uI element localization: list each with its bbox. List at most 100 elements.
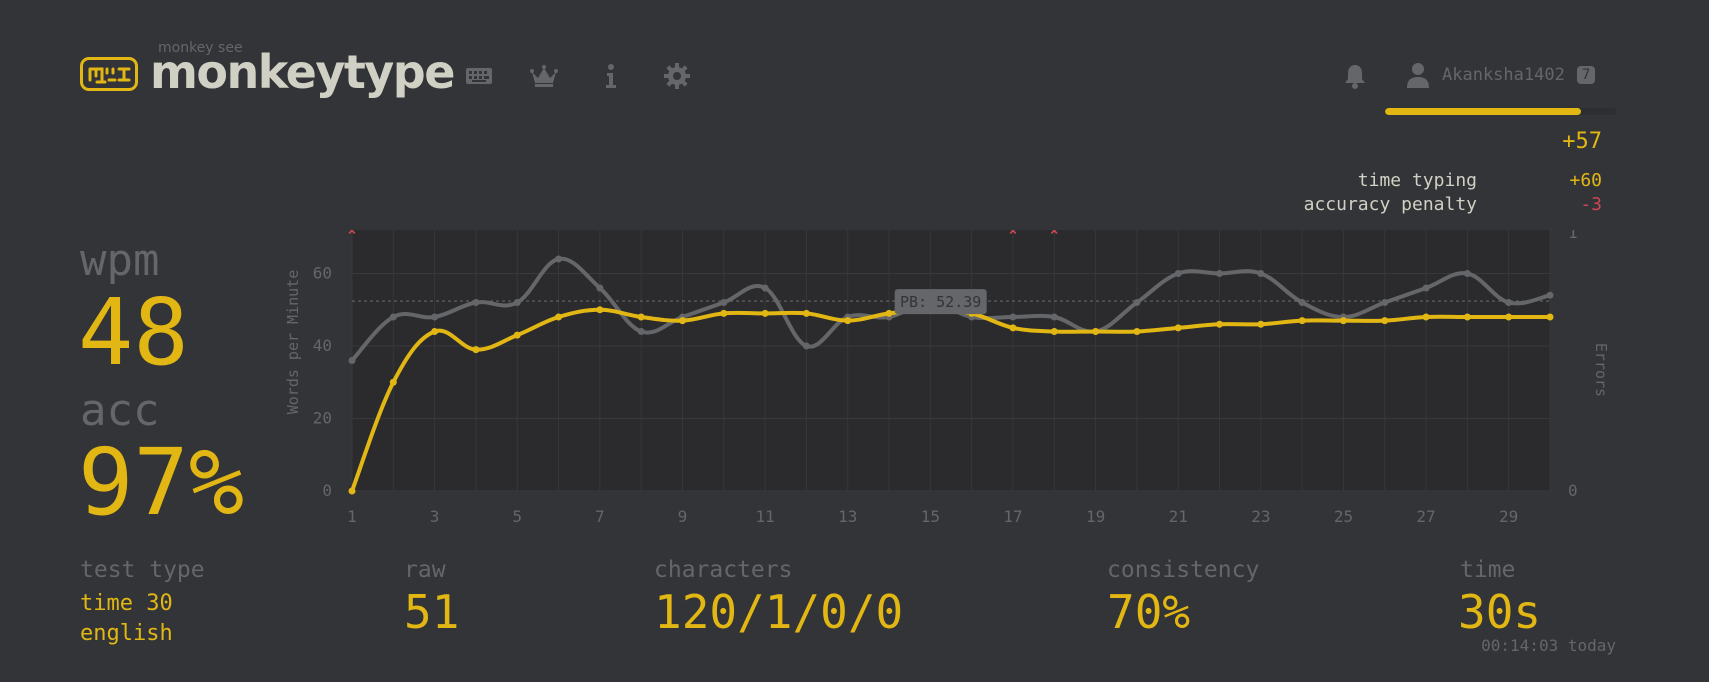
raw-point <box>1009 313 1017 321</box>
x-tick-label: 7 <box>595 507 605 526</box>
raw-point <box>1381 299 1389 306</box>
y-tick-label: 60 <box>313 264 332 283</box>
keyboard-icon[interactable] <box>464 61 494 91</box>
wpm-point <box>1422 313 1430 321</box>
y-tick-label: 0 <box>322 481 332 500</box>
raw-point <box>1546 291 1554 299</box>
xp-breakdown-value: +60 <box>1569 170 1602 191</box>
x-tick-label: 27 <box>1416 507 1435 526</box>
x-tick-label: 17 <box>1003 507 1022 526</box>
wpm-point <box>885 309 893 317</box>
xp-progress-bar <box>1385 108 1616 115</box>
x-tick-label: 13 <box>838 507 857 526</box>
wpm-value: 48 <box>78 279 189 386</box>
wpm-point <box>1257 320 1265 328</box>
wpm-point <box>1092 328 1100 335</box>
bell-icon[interactable] <box>1340 61 1370 91</box>
wpm-point <box>802 309 810 317</box>
raw-point <box>513 299 521 306</box>
wpm-point <box>472 346 480 354</box>
wpm-point <box>1298 317 1306 325</box>
raw-value: 51 <box>404 585 460 639</box>
raw-point <box>596 284 604 292</box>
chart-plot-area <box>352 230 1550 491</box>
wpm-point <box>555 313 563 321</box>
characters-label: characters <box>654 557 793 583</box>
wpm-point <box>348 487 356 495</box>
x-tick-label: 19 <box>1086 507 1105 526</box>
wpm-point <box>431 328 439 335</box>
raw-point <box>555 255 563 263</box>
xp-total: +57 <box>1562 129 1602 154</box>
x-tick-label: 9 <box>678 507 688 526</box>
raw-label: raw <box>404 557 446 583</box>
wpm-point <box>1505 313 1513 321</box>
pb-label-box <box>894 289 987 315</box>
wpm-point <box>1009 324 1017 332</box>
time-label: time <box>1460 557 1516 583</box>
brand-tagline: monkey see <box>158 40 243 56</box>
test-type-mode: time 30 <box>80 591 173 616</box>
time-value: 30s <box>1458 585 1542 639</box>
test-type-language: english <box>80 621 173 646</box>
raw-point <box>720 299 728 306</box>
raw-point <box>348 357 356 364</box>
wpm-point <box>678 317 686 325</box>
brand-name[interactable]: monkeytype <box>150 45 455 99</box>
wpm-point <box>1216 320 1224 328</box>
user-account[interactable]: Akanksha1402 7 <box>1406 62 1596 88</box>
wpm-point <box>1050 328 1058 335</box>
raw-point <box>761 284 769 292</box>
info-icon[interactable] <box>596 61 626 91</box>
raw-point <box>472 299 480 306</box>
raw-point <box>1298 299 1306 306</box>
raw-point <box>637 328 645 335</box>
acc-label: acc <box>80 385 160 436</box>
gear-icon[interactable] <box>662 61 692 91</box>
y-tick-label: 40 <box>313 336 332 355</box>
raw-point <box>1463 270 1471 277</box>
raw-point <box>1422 284 1430 292</box>
level-badge: 7 <box>1576 66 1596 84</box>
y-tick-label: 20 <box>313 409 332 428</box>
xp-breakdown-row: accuracy penalty -3 <box>1147 194 1602 215</box>
acc-value: 97% <box>78 429 245 536</box>
x-tick-label: 15 <box>921 507 940 526</box>
raw-point <box>431 313 439 321</box>
xp-breakdown-row: time typing +60 <box>1147 170 1602 191</box>
wpm-point <box>1546 313 1554 321</box>
wpm-point <box>1339 317 1347 325</box>
error-marker: × <box>1050 230 1058 239</box>
crown-icon[interactable] <box>529 61 559 91</box>
x-tick-label: 5 <box>512 507 522 526</box>
wpm-point <box>761 309 769 317</box>
x-tick-label: 11 <box>755 507 774 526</box>
wpm-point <box>637 313 645 321</box>
wpm-point <box>844 317 852 325</box>
characters-value: 120/1/0/0 <box>654 585 904 639</box>
x-tick-label: 1 <box>347 507 357 526</box>
raw-point <box>1174 270 1182 277</box>
wpm-point <box>1381 317 1389 325</box>
wpm-point <box>389 378 397 386</box>
raw-point <box>389 313 397 321</box>
user-icon <box>1407 63 1429 88</box>
xp-breakdown-label: time typing <box>1357 170 1477 191</box>
consistency-label: consistency <box>1107 557 1260 583</box>
test-type-label: test type <box>80 557 205 583</box>
raw-point <box>1050 313 1058 321</box>
wpm-point <box>1463 313 1471 321</box>
username: Akanksha1402 <box>1442 65 1565 85</box>
logo-icon[interactable] <box>80 57 138 91</box>
test-timestamp: 00:14:03 today <box>1481 636 1616 655</box>
xp-breakdown-value: -3 <box>1580 194 1602 215</box>
raw-point <box>1505 299 1513 306</box>
x-tick-label: 29 <box>1499 507 1518 526</box>
x-tick-label: 3 <box>430 507 440 526</box>
error-marker: × <box>1009 230 1017 239</box>
y2-tick-label: 1 <box>1568 230 1578 242</box>
wpm-point <box>720 309 728 317</box>
error-marker: × <box>348 230 356 239</box>
wpm-point <box>513 331 521 339</box>
